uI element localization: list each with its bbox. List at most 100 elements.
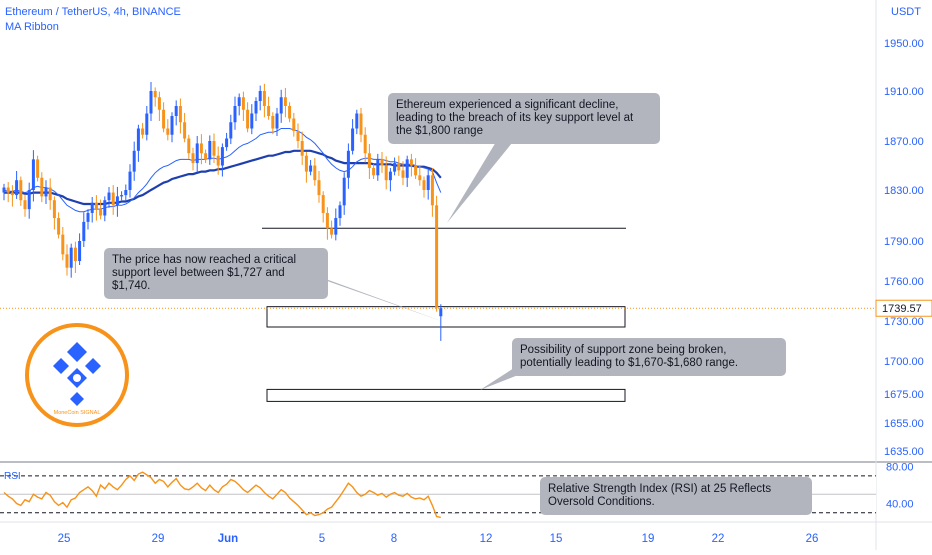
- candle-body: [40, 177, 44, 197]
- candle-body: [229, 122, 233, 139]
- price-tick: 1830.00: [884, 185, 924, 197]
- candle-body: [220, 147, 224, 166]
- candle-body: [250, 113, 254, 129]
- candle-body: [174, 106, 178, 116]
- price-tick: 1675.00: [884, 389, 924, 401]
- candle-body: [78, 241, 82, 261]
- pointer-breach: [447, 127, 525, 223]
- candle-body: [149, 91, 153, 114]
- candle-body: [183, 122, 187, 139]
- time-tick: 5: [319, 533, 325, 545]
- candle-body: [254, 101, 258, 114]
- candle-body: [27, 190, 31, 210]
- time-tick: 19: [642, 533, 655, 545]
- candle-body: [65, 254, 69, 268]
- candle-body: [330, 228, 334, 235]
- candle-body: [334, 218, 338, 235]
- candle-body: [107, 192, 111, 201]
- indicator-label[interactable]: MA Ribbon: [5, 21, 59, 33]
- candle-body: [2, 187, 6, 193]
- rsi-line: [3, 471, 441, 519]
- candle-body: [111, 192, 115, 206]
- candle-body: [99, 209, 103, 216]
- candle-body: [258, 91, 262, 101]
- symbol-title[interactable]: Ethereum / TetherUS, 4h, BINANCE: [5, 6, 181, 18]
- candle-body: [313, 165, 317, 181]
- candle-body: [321, 195, 325, 213]
- candle-body: [199, 143, 203, 154]
- price-tick: 1760.00: [884, 276, 924, 288]
- binance-diamond-icon: [53, 342, 101, 406]
- candle-body: [120, 195, 124, 197]
- axes: USDT 1950.00 1910.00 1870.00 1830.00 1790.00 1…: [58, 6, 932, 545]
- callout-breach: Ethereum experienced a significant decli…: [388, 93, 660, 144]
- time-tick: 8: [391, 533, 397, 545]
- candle-body: [384, 165, 388, 181]
- rsi-tick: 40.00: [886, 499, 914, 511]
- candle-body: [283, 97, 287, 106]
- candle-body: [397, 163, 401, 171]
- support-zone-box: [266, 306, 626, 328]
- candle-body: [346, 150, 350, 178]
- candle-body: [178, 106, 182, 123]
- candle-body: [342, 177, 346, 206]
- candle-body: [36, 159, 40, 178]
- candle-body: [124, 190, 128, 196]
- candle-body: [61, 234, 65, 255]
- candle-body: [166, 128, 170, 135]
- current-price-tag: [875, 299, 932, 317]
- candle-body: [195, 143, 199, 164]
- candle-body: [405, 159, 409, 178]
- candle-body: [414, 165, 418, 176]
- price-unit: USDT: [891, 6, 921, 18]
- candle-body: [48, 187, 52, 201]
- price-tick: 1910.00: [884, 86, 924, 98]
- time-tick: 26: [806, 533, 819, 545]
- candle-body: [212, 141, 216, 156]
- candle-body: [376, 159, 380, 176]
- candle-body: [82, 221, 86, 241]
- callout-support: The price has now reached a critical sup…: [104, 248, 328, 299]
- price-tick: 1950.00: [884, 38, 924, 50]
- candles: [2, 82, 443, 341]
- price-tick: 1870.00: [884, 136, 924, 148]
- candle-body: [267, 106, 271, 116]
- candle-body: [86, 212, 90, 222]
- candle-body: [128, 171, 132, 190]
- candle-body: [422, 180, 426, 190]
- candle-body: [372, 167, 376, 176]
- price-tick: 1635.00: [884, 446, 924, 458]
- candle-body: [241, 97, 245, 110]
- candle-body: [296, 131, 300, 141]
- candle-body: [237, 97, 241, 106]
- candle-body: [153, 91, 157, 98]
- candle-body: [325, 212, 329, 229]
- candle-body: [103, 200, 107, 216]
- current-price-value: 1739.57: [882, 303, 922, 315]
- candle-body: [233, 106, 237, 123]
- candle-body: [262, 91, 266, 106]
- candle-body: [275, 113, 279, 129]
- candle-body: [132, 150, 136, 172]
- price-tick: 1700.00: [884, 356, 924, 368]
- time-tick: 12: [480, 533, 493, 545]
- candle-body: [435, 205, 439, 308]
- candle-body: [426, 175, 430, 190]
- time-tick: 15: [550, 533, 563, 545]
- candle-body: [136, 128, 140, 151]
- candle-body: [73, 247, 77, 261]
- candle-body: [141, 128, 145, 135]
- candle-body: [363, 134, 367, 154]
- candle-body: [388, 171, 392, 181]
- candle-body: [338, 205, 342, 219]
- candle-body: [271, 116, 275, 129]
- candle-body: [52, 200, 56, 219]
- candle-body: [191, 153, 195, 164]
- candle-body: [208, 141, 212, 160]
- candle-body: [309, 165, 313, 172]
- logo-caption: MoneCoin SIGNAL: [54, 410, 101, 416]
- candle-body: [246, 109, 250, 129]
- time-tick: 25: [58, 533, 71, 545]
